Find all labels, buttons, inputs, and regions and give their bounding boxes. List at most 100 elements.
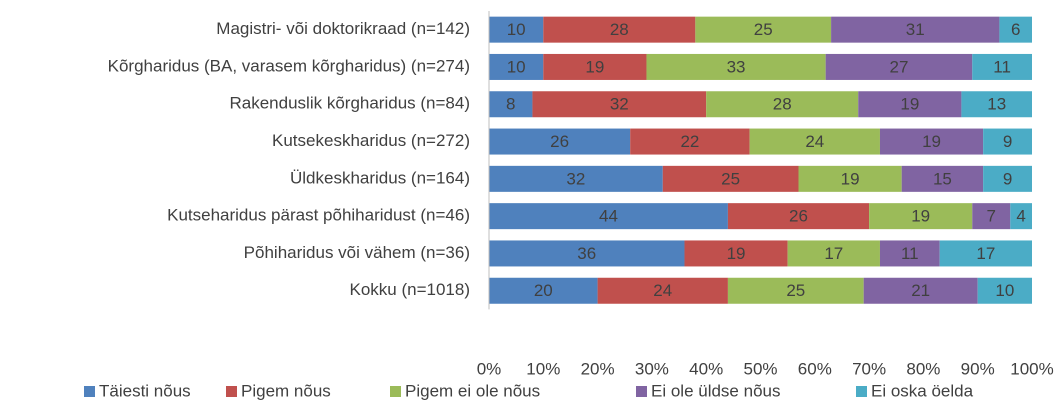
bar-segment: [972, 203, 1011, 230]
data-label: 19: [911, 207, 930, 226]
data-label: 36: [577, 244, 596, 263]
bar-segment: [662, 165, 799, 192]
x-tick-label: 10%: [526, 359, 560, 378]
data-label: 19: [922, 132, 941, 151]
data-label: 4: [1016, 207, 1025, 226]
bar-segment: [489, 277, 598, 304]
legend-swatch: [636, 386, 647, 397]
legend-label: Täiesti nõus: [99, 381, 191, 400]
y-tick-label: Kõrgharidus (BA, varasem kõrgharidus) (n…: [108, 56, 470, 75]
x-tick-label: 60%: [798, 359, 832, 378]
data-label: 25: [786, 281, 805, 300]
bar-segment: [825, 53, 973, 80]
legend-swatch: [390, 386, 401, 397]
y-tick-label: Kutseharidus pärast põhiharidust (n=46): [167, 206, 470, 225]
y-tick-label: Rakenduslik kõrgharidus (n=84): [230, 94, 471, 113]
bar-segment: [695, 16, 832, 43]
bar-segment: [543, 53, 647, 80]
data-label: 19: [841, 169, 860, 188]
data-label: 25: [721, 169, 740, 188]
bar-segment: [727, 203, 870, 230]
data-label: 28: [773, 95, 792, 114]
bar-segment: [1010, 203, 1032, 230]
data-label: 28: [610, 20, 629, 39]
bar-segment: [879, 128, 984, 155]
data-label: 19: [727, 244, 746, 263]
data-label: 13: [987, 95, 1006, 114]
data-label: 17: [824, 244, 843, 263]
bar-segment: [489, 91, 533, 118]
data-label: 11: [993, 57, 1011, 76]
x-tick-label: 40%: [689, 359, 723, 378]
legend-label: Pigem ei ole nõus: [405, 381, 540, 400]
data-label: 11: [901, 244, 919, 263]
bar-segment: [489, 240, 685, 267]
data-label: 25: [754, 20, 773, 39]
bar-segment: [727, 277, 864, 304]
bar-segment: [489, 203, 728, 230]
bar-segment: [749, 128, 880, 155]
legend-swatch: [226, 386, 237, 397]
data-label: 8: [506, 95, 515, 114]
bar-segment: [798, 165, 902, 192]
y-tick-label: Kutsekeskharidus (n=272): [272, 131, 470, 150]
data-label: 32: [610, 95, 629, 114]
data-label: 20: [534, 281, 553, 300]
y-tick-label: Põhiharidus või vähem (n=36): [244, 243, 470, 262]
bar-segment: [977, 277, 1032, 304]
data-label: 44: [599, 207, 618, 226]
bar-segment: [901, 165, 984, 192]
bar-segment: [630, 128, 750, 155]
data-label: 9: [1003, 169, 1012, 188]
data-label: 7: [987, 207, 996, 226]
bar-segment: [983, 128, 1032, 155]
bar-segment: [858, 91, 962, 118]
x-tick-label: 50%: [743, 359, 777, 378]
bar-segment: [489, 165, 663, 192]
x-tick-label: 80%: [906, 359, 940, 378]
bar-segment: [543, 16, 696, 43]
x-tick-label: 70%: [852, 359, 886, 378]
x-tick-label: 30%: [635, 359, 669, 378]
data-label: 24: [653, 281, 672, 300]
data-label: 17: [976, 244, 995, 263]
legend-swatch: [84, 386, 95, 397]
data-label: 27: [890, 57, 909, 76]
bar-segment: [597, 277, 728, 304]
data-label: 32: [566, 169, 585, 188]
x-tick-label: 20%: [581, 359, 615, 378]
bar-segment: [489, 128, 631, 155]
data-label: 9: [1003, 132, 1012, 151]
bar-segment: [961, 91, 1032, 118]
bar-segment: [863, 277, 978, 304]
bar-segment: [879, 240, 940, 267]
data-label: 10: [507, 20, 526, 39]
bar-segment: [831, 16, 1000, 43]
data-label: 19: [585, 57, 604, 76]
bar-segment: [646, 53, 826, 80]
x-tick-label: 90%: [961, 359, 995, 378]
legend-label: Pigem nõus: [241, 381, 331, 400]
data-label: 24: [805, 132, 824, 151]
bar-segment: [939, 240, 1032, 267]
data-label: 15: [933, 169, 952, 188]
data-label: 26: [550, 132, 569, 151]
x-tick-label: 100%: [1010, 359, 1053, 378]
legend-label: Ei oska öelda: [871, 381, 974, 400]
bar-segment: [489, 53, 544, 80]
bar-segment: [999, 16, 1032, 43]
bar-segment: [869, 203, 973, 230]
bar-segment: [706, 91, 859, 118]
legend-swatch: [856, 386, 867, 397]
bar-segment: [787, 240, 880, 267]
data-label: 10: [995, 281, 1014, 300]
data-label: 31: [906, 20, 925, 39]
y-tick-label: Üldkeskharidus (n=164): [290, 168, 470, 187]
bar-segment: [972, 53, 1032, 80]
bar-segment: [532, 91, 707, 118]
data-label: 22: [680, 132, 699, 151]
data-label: 26: [789, 207, 808, 226]
data-label: 33: [727, 57, 746, 76]
y-tick-label: Magistri- või doktorikraad (n=142): [216, 19, 470, 38]
